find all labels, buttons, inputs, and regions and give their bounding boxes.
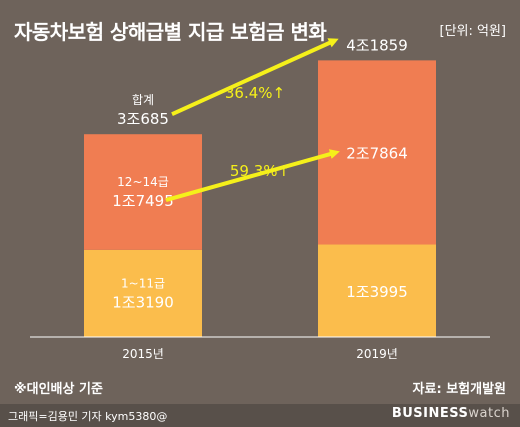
segment-value-label: 2조7864 <box>346 144 408 162</box>
chart-title: 자동차보험 상해급별 지급 보험금 변화 <box>14 20 327 44</box>
total-value-label: 4조1859 <box>346 36 408 54</box>
total-value-label: 3조685 <box>117 110 169 128</box>
footnote: ※대인배상 기준 <box>14 382 103 397</box>
unit-label: [단위: 억원] <box>439 24 507 39</box>
growth-rate-label: 36.4%↑ <box>225 84 285 102</box>
series-name-label: 12~14급 <box>117 175 169 189</box>
segment-value-label: 1조3995 <box>346 283 408 301</box>
graphic-credit: 그래픽=김용민 기자 kym5380@ <box>8 410 168 423</box>
segment-value-label: 1조3190 <box>112 293 174 311</box>
x-tick-label: 2019년 <box>356 347 398 361</box>
source-label: 자료: 보험개발원 <box>412 382 506 397</box>
growth-arrow <box>171 38 339 117</box>
x-tick-label: 2015년 <box>122 347 164 361</box>
segment-value-label: 1조7495 <box>112 192 174 210</box>
total-name-label: 합계 <box>132 93 154 107</box>
series-name-label: 1~11급 <box>121 276 165 290</box>
footer-bar: 그래픽=김용민 기자 kym5380@ BUSINESSwatch <box>0 404 520 427</box>
brand-main: BUSINESS <box>391 406 469 421</box>
brand-logo: BUSINESSwatch <box>392 406 510 421</box>
bar-lower-segment <box>318 244 436 337</box>
bar-lower-segment <box>84 249 202 337</box>
bar-upper-segment <box>84 134 202 250</box>
stacked-bar-chart: 2015년 2019년 1~11급 1조3190 12~14급 1조7495 1조3995 2… <box>30 36 490 361</box>
brand-sub: watch <box>468 406 510 421</box>
growth-rate-label: 59.3%↑ <box>230 162 290 180</box>
growth-arrow <box>165 149 340 202</box>
